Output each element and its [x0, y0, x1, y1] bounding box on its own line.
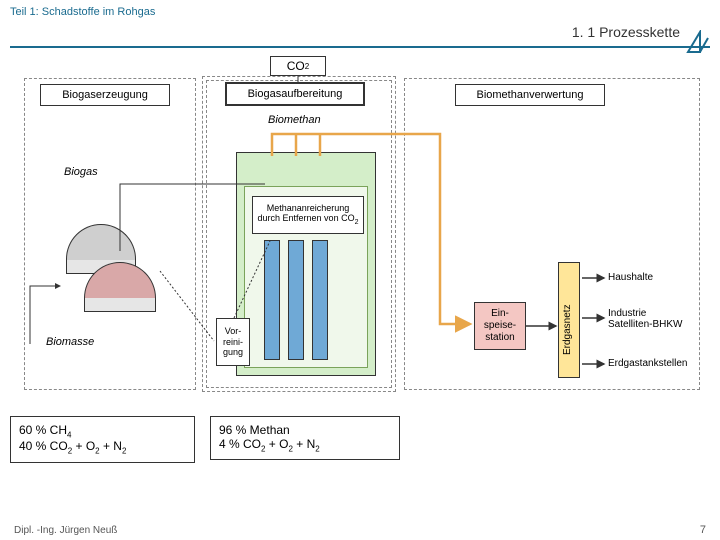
- co2-sub: 2: [305, 62, 309, 71]
- methan-sub: 2: [355, 219, 359, 226]
- header-section: 1. 1 Prozesskette: [0, 20, 720, 46]
- process-diagram: Biogaserzeugung Biogasaufbereitung Biome…: [10, 56, 710, 496]
- header-small-title: Teil 1: Schadstoffe im Rohgas: [0, 0, 720, 20]
- co2-text: CO: [287, 59, 305, 73]
- label-biogas: Biogas: [64, 166, 98, 178]
- logo-icon: [686, 30, 710, 54]
- einspeise-box: Ein- speise- station: [474, 302, 526, 350]
- methan-box: Methananreicherung durch Entfernen von C…: [252, 196, 364, 234]
- header-divider: [10, 46, 710, 48]
- endpoint-haushalte: Haushalte: [608, 272, 653, 283]
- vorreinigung-box: Vor- reini- gung: [216, 318, 250, 366]
- stage-biogasaufbereitung: Biogasaufbereitung: [225, 82, 365, 106]
- methan-text: Methananreicherung durch Entfernen von C…: [258, 203, 355, 224]
- co2-output: CO2: [270, 56, 326, 76]
- label-biomethan: Biomethan: [268, 114, 321, 126]
- composition-biomethan: 96 % Methan 4 % CO2 + O2 + N2: [210, 416, 400, 460]
- footer-author: Dipl. -Ing. Jürgen Neuß: [14, 525, 117, 536]
- footer-page: 7: [700, 524, 706, 536]
- composition-biogas: 60 % CH4 40 % CO2 + O2 + N2: [10, 416, 195, 463]
- stage-biomethanverwertung: Biomethanverwertung: [455, 84, 605, 106]
- endpoint-industrie: Industrie Satelliten-BHKW: [608, 308, 682, 330]
- endpoint-tankstellen: Erdgastankstellen: [608, 358, 688, 369]
- label-biomasse: Biomasse: [46, 336, 94, 348]
- erdgasnetz-label: Erdgasnetz: [562, 300, 573, 360]
- stage-biogaserzeugung: Biogaserzeugung: [40, 84, 170, 106]
